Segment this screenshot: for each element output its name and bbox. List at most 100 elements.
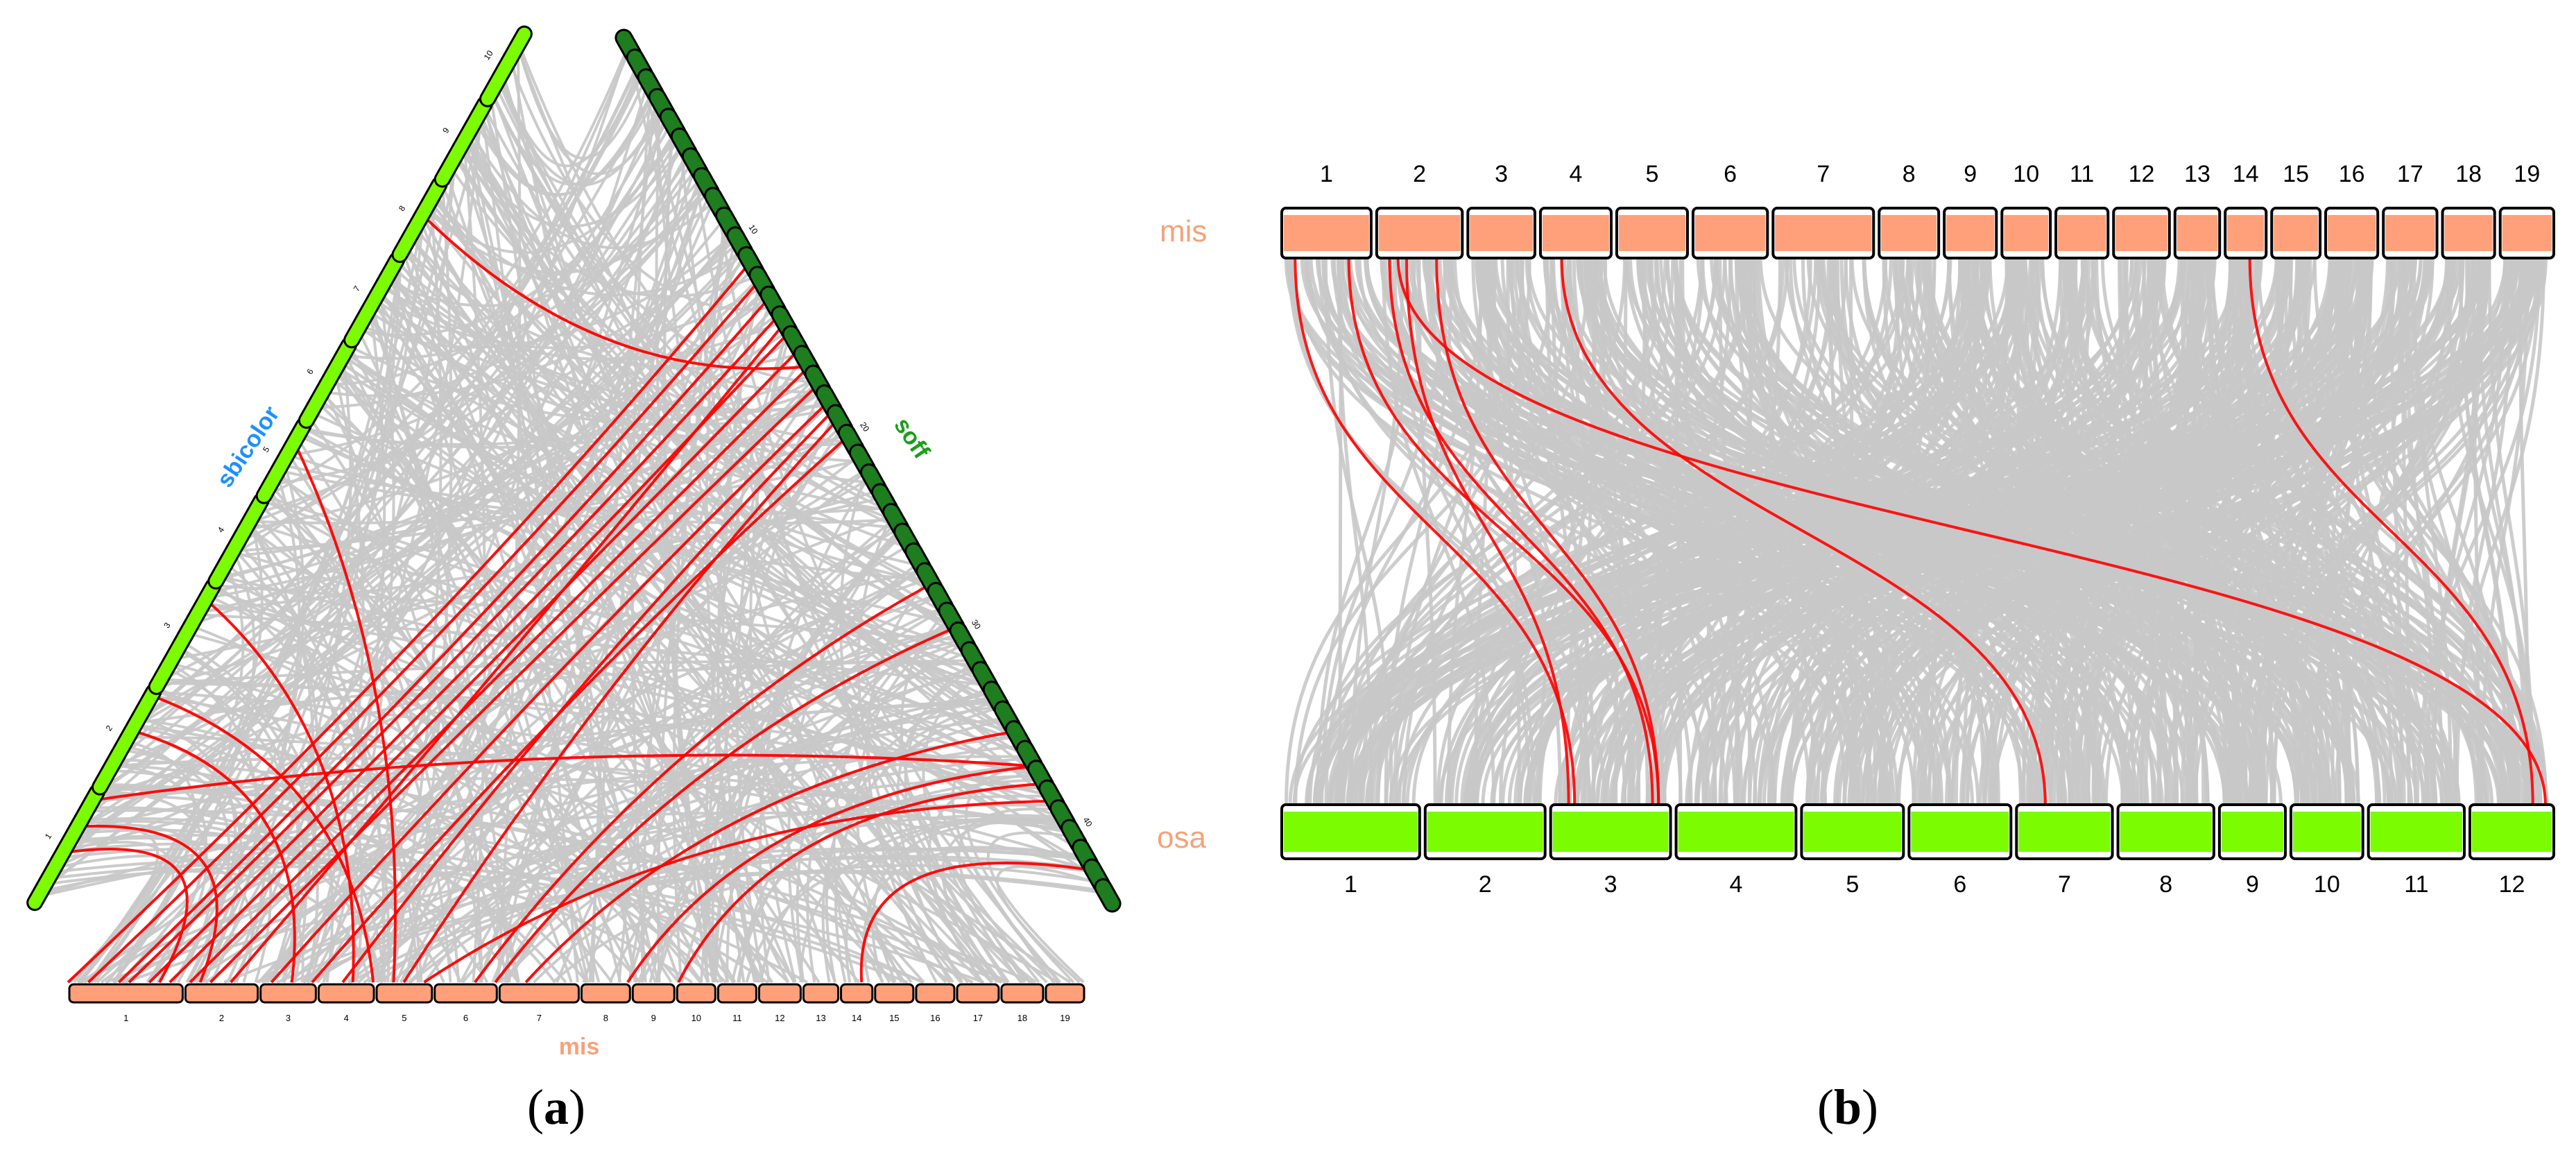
- gray-link: [399, 356, 805, 983]
- gray-link: [418, 218, 723, 983]
- gray-link: [490, 92, 961, 635]
- gray-link: [2459, 257, 2515, 805]
- sbicolor-chr-label: 4: [216, 525, 227, 535]
- osa-chr-label: 7: [2058, 871, 2071, 898]
- mis-chr-5-b: [1618, 215, 1685, 251]
- sbicolor-chr-1: [28, 786, 103, 909]
- red-link: [494, 626, 957, 984]
- gray-link: [302, 387, 823, 449]
- soff-tick-label: 30: [970, 618, 983, 631]
- mis-chr-19: [1045, 983, 1085, 1004]
- gray-link: [556, 517, 896, 983]
- mis-chr-6-b: [1694, 215, 1766, 251]
- gray-link: [1479, 257, 2310, 805]
- mis-chr-label-b: 19: [2514, 161, 2540, 187]
- panel-a-red-links: [62, 214, 1094, 984]
- gray-link: [1614, 257, 1628, 805]
- gray-link: [40, 231, 735, 892]
- gray-link: [1906, 257, 2396, 805]
- gray-link: [1393, 257, 1532, 805]
- red-link: [626, 764, 1036, 984]
- gray-link: [1887, 257, 2349, 805]
- mis-chr-label-b: 11: [2070, 161, 2094, 187]
- gray-link: [63, 842, 520, 984]
- gray-link: [2465, 257, 2532, 805]
- gray-link: [253, 185, 709, 515]
- gray-link: [333, 369, 773, 984]
- mis-chr-12-b: [2115, 215, 2167, 251]
- gray-link: [1285, 257, 2249, 805]
- gray-link: [1703, 257, 2304, 805]
- gray-link: [256, 705, 1002, 984]
- red-link: [311, 434, 850, 984]
- panel-b-gray-links: [1284, 257, 2549, 805]
- gray-link: [2188, 257, 2456, 805]
- gray-link: [1674, 257, 1683, 805]
- mis-chr-13: [802, 983, 840, 1004]
- gray-link: [1319, 257, 1703, 805]
- sbicolor-chr-10: [481, 27, 531, 105]
- mis-chr-label-b: 13: [2184, 161, 2210, 187]
- gray-link: [343, 351, 970, 653]
- osa-chr-label: 3: [1604, 871, 1617, 898]
- gray-link: [153, 690, 1090, 865]
- gray-link: [388, 272, 590, 983]
- mis-chr-9-b: [1946, 215, 1995, 251]
- gray-link: [1317, 257, 2163, 805]
- red-link: [421, 214, 809, 370]
- mis-chr-16: [915, 983, 956, 1004]
- gray-link: [2118, 257, 2276, 805]
- gray-link: [318, 397, 1037, 984]
- gray-link: [2034, 257, 2414, 805]
- mis-chr-18-b: [2444, 215, 2493, 251]
- gray-link: [2040, 257, 2244, 805]
- gray-link: [2124, 257, 2392, 805]
- gray-link: [95, 794, 567, 984]
- sbicolor-chr-6: [300, 339, 355, 427]
- red-link: [151, 694, 375, 983]
- osa-chr-label: 4: [1730, 871, 1743, 898]
- gray-link: [1568, 257, 1717, 805]
- osa-chr-5: [1803, 812, 1902, 852]
- osa-chr-6: [1911, 812, 2009, 852]
- gray-link: [299, 431, 1022, 744]
- mis-chr-19-b: [2502, 215, 2552, 251]
- mis-chr-label: 7: [537, 1013, 542, 1023]
- mis-chr-8-b: [1881, 215, 1937, 251]
- gray-link: [218, 574, 1058, 808]
- mis-chr-label: 15: [889, 1013, 899, 1023]
- osa-chr-label: 6: [1953, 871, 1966, 898]
- gray-link: [1817, 257, 2506, 805]
- mis-chr-9: [631, 983, 676, 1004]
- mis-chr-label-b: 9: [1964, 161, 1977, 187]
- red-link: [205, 598, 355, 983]
- soff-tick-label: 20: [858, 420, 871, 434]
- gray-link: [109, 769, 462, 983]
- red-link: [189, 365, 811, 984]
- mis-chromosome-track: 1 2 3 4 5 6 7 8 9 10 11 12 13 14 15 16 17 18 19: [68, 983, 1085, 1023]
- gray-link: [464, 137, 639, 983]
- gray-link: [337, 362, 737, 983]
- gray-link: [508, 60, 776, 311]
- soff-genome-label: soff: [888, 413, 935, 463]
- gray-link: [1294, 257, 1555, 805]
- panel-a-caption: (a): [527, 1079, 585, 1135]
- gray-link: [1411, 257, 2023, 805]
- sbicolor-chr-label: 8: [397, 203, 408, 213]
- mis-chr-12: [757, 983, 802, 1004]
- panel-a-gray-links: [37, 42, 1107, 984]
- gray-link: [1481, 257, 2483, 805]
- mis-genome-label-a: mis: [559, 1034, 600, 1060]
- gray-link: [1417, 257, 1437, 805]
- gray-link: [262, 45, 630, 499]
- red-link: [1435, 257, 1660, 805]
- gray-link: [378, 290, 1100, 882]
- gray-link: [112, 763, 588, 984]
- mis-chr-label: 19: [1060, 1013, 1070, 1023]
- gray-link: [1784, 257, 2305, 805]
- osa-chromosome-track: [1280, 803, 2555, 860]
- gray-link: [628, 425, 845, 983]
- red-link: [1388, 257, 1654, 805]
- osa-chr-label: 10: [2314, 871, 2340, 898]
